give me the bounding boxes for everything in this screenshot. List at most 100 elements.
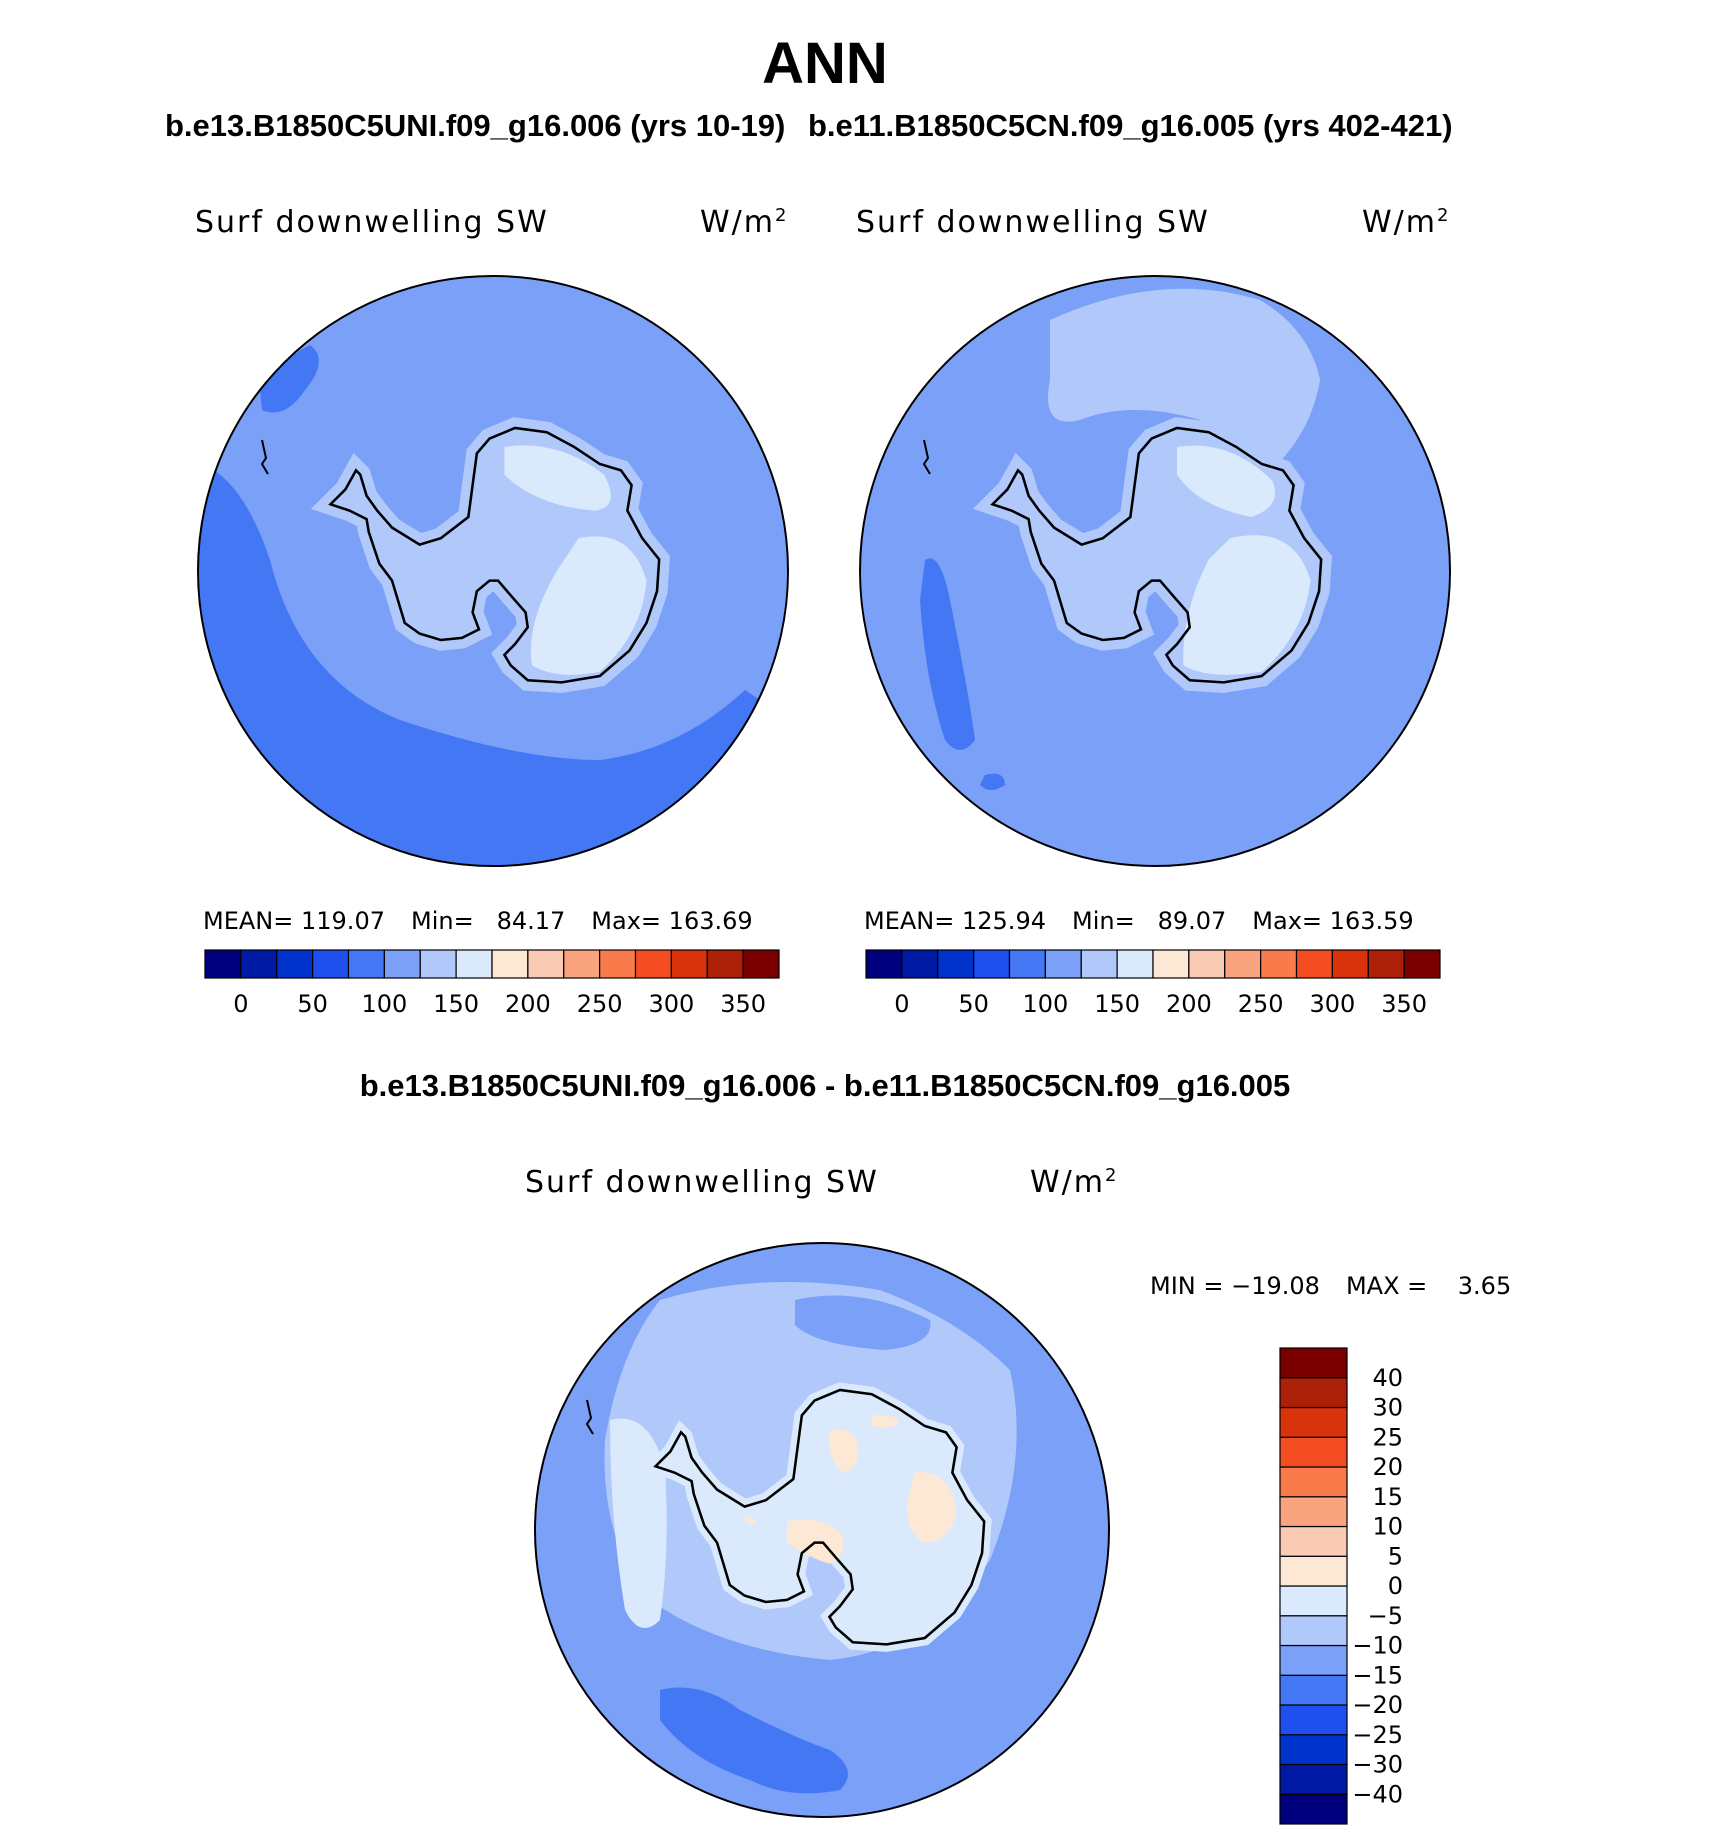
colorbar-left-swatch <box>383 949 421 979</box>
colorbar-diff-tick-label: −10 <box>1352 1632 1403 1660</box>
map-right-field-125 <box>1048 288 1320 480</box>
colorbar-left-swatch <box>706 949 744 979</box>
colorbar-right-swatch <box>1044 949 1082 979</box>
colorbar-diff-tick-label: 20 <box>1372 1453 1403 1481</box>
colorbar-diff-swatch <box>1279 1466 1348 1498</box>
colorbar-right-swatch <box>1188 949 1226 979</box>
colorbar-diff-tick-label: 40 <box>1372 1364 1403 1392</box>
colorbar-diff-tick-label: −25 <box>1352 1721 1403 1749</box>
colorbar-left-tick-label: 100 <box>361 990 407 1018</box>
colorbar-diff-swatch <box>1279 1525 1348 1557</box>
panel-left-stats: MEAN= 119.07 Min= 84.17 Max= 163.69 <box>203 907 753 935</box>
panel-right-units-label: W/m2 <box>1362 205 1451 240</box>
colorbar-right-swatch <box>1367 949 1405 979</box>
panel-diff-stats: MIN = −19.08 MAX = 3.65 <box>1150 1272 1512 1300</box>
colorbar-diff-tick-label: −40 <box>1352 1780 1403 1808</box>
panel-diff-case-title: b.e13.B1850C5UNI.f09_g16.006 - b.e11.B18… <box>359 1068 1291 1103</box>
colorbar-right-swatch <box>973 949 1011 979</box>
map-diff-field-5 <box>744 1414 957 1564</box>
colorbar-right-swatch <box>1260 949 1298 979</box>
colorbar-left-swatch <box>491 949 529 979</box>
map-diff-field-m15 <box>660 1687 848 1794</box>
map-diff-field-m10-band <box>795 1295 1060 1462</box>
colorbar-diff-tick-label: 30 <box>1372 1394 1403 1422</box>
colorbar-right-tick-label: 100 <box>1022 990 1068 1018</box>
map-right-field-150 <box>1177 445 1311 675</box>
colorbar-right-swatch <box>865 949 903 979</box>
colorbar-left-swatch <box>240 949 278 979</box>
colorbar-right-swatch <box>1152 949 1190 979</box>
colorbar-right-swatch <box>1331 949 1369 979</box>
colorbar-left: 0 50 100 150 200 250 300 350 <box>204 949 780 1018</box>
colorbar-diff-swatch <box>1279 1436 1348 1468</box>
colorbar-right-tick-label: 150 <box>1094 990 1140 1018</box>
colorbar-left-tick-label: 250 <box>577 990 623 1018</box>
colorbar-diff-tick-label: −15 <box>1352 1661 1403 1689</box>
colorbar-left-tick-label: 50 <box>297 990 328 1018</box>
colorbar-left-tick-label: 0 <box>233 990 248 1018</box>
map-left-field-75b <box>260 345 319 413</box>
colorbar-right-swatch <box>1080 949 1118 979</box>
colorbar-left-swatch <box>670 949 708 979</box>
colorbar-diff-tick-label: 10 <box>1372 1513 1403 1541</box>
panel-diff-units-label: W/m2 <box>1030 1165 1119 1200</box>
colorbar-diff-tick-label: 0 <box>1388 1572 1403 1600</box>
panel-left-variable-label: Surf downwelling SW <box>195 205 549 240</box>
colorbar-right-swatch <box>1008 949 1046 979</box>
colorbar-diff-tick-label: 5 <box>1388 1542 1403 1570</box>
colorbar-diff-swatch <box>1279 1496 1348 1528</box>
colorbar-left-swatch <box>634 949 672 979</box>
colorbar-left-swatch <box>742 949 780 979</box>
colorbar-diff-swatch <box>1279 1734 1348 1766</box>
panel-left-units-label: W/m2 <box>700 205 789 240</box>
map-diff-boundary <box>534 1242 1110 1818</box>
map-left-field-75 <box>198 460 760 866</box>
colorbar-diff-tick-label: 15 <box>1372 1483 1403 1511</box>
colorbar-left-tick-label: 350 <box>720 990 766 1018</box>
colorbar-diff-swatch <box>1279 1704 1348 1736</box>
colorbar-diff-swatch <box>1279 1377 1348 1409</box>
colorbar-right: 0 50 100 150 200 250 300 350 <box>865 949 1441 1018</box>
colorbar-left-tick-label: 300 <box>648 990 694 1018</box>
colorbar-right-tick-label: 350 <box>1381 990 1427 1018</box>
map-right-field-75 <box>920 558 1005 790</box>
colorbar-diff-swatch <box>1279 1793 1348 1825</box>
colorbar-diff-swatch <box>1279 1555 1348 1587</box>
colorbar-right-tick-label: 0 <box>894 990 909 1018</box>
colorbar-left-swatch <box>599 949 637 979</box>
colorbar-left-swatch <box>419 949 457 979</box>
panel-left-case-title: b.e13.B1850C5UNI.f09_g16.006 (yrs 10-19) <box>165 108 786 143</box>
colorbar-left-swatch <box>276 949 314 979</box>
colorbar-left-tick-label: 200 <box>505 990 551 1018</box>
colorbar-right-swatch <box>1403 949 1441 979</box>
map-right-model <box>860 276 1450 866</box>
colorbar-right-tick-label: 300 <box>1309 990 1355 1018</box>
colorbar-diff-tick-label: −20 <box>1352 1691 1403 1719</box>
colorbar-right-swatch <box>1295 949 1333 979</box>
colorbar-diff-swatch <box>1279 1406 1348 1438</box>
colorbar-diff-swatch <box>1279 1585 1348 1617</box>
map-diff <box>535 1243 1109 1817</box>
colorbar-diff-swatch <box>1279 1674 1348 1706</box>
colorbar-left-swatch <box>455 949 493 979</box>
colorbar-diff-swatch <box>1279 1347 1348 1379</box>
colorbar-right-swatch <box>937 949 975 979</box>
colorbar-diff-swatch <box>1279 1615 1348 1647</box>
panel-diff-variable-label: Surf downwelling SW <box>525 1165 879 1200</box>
colorbar-left-swatch <box>527 949 565 979</box>
colorbar-diff-tick-label: −30 <box>1352 1751 1403 1779</box>
map-left-boundary <box>197 275 789 867</box>
panel-right-case-title: b.e11.B1850C5CN.f09_g16.005 (yrs 402-421… <box>808 108 1453 143</box>
colorbar-diff-swatch <box>1279 1763 1348 1795</box>
colorbar-left-swatch <box>347 949 385 979</box>
map-right-boundary <box>859 275 1451 867</box>
colorbar-left-swatch <box>204 949 242 979</box>
colorbar-right-swatch <box>1116 949 1154 979</box>
figure-title: ANN <box>762 31 888 96</box>
colorbar-diff-swatch <box>1279 1644 1348 1676</box>
colorbar-left-swatch <box>563 949 601 979</box>
map-left-model <box>198 276 788 866</box>
colorbar-right-tick-label: 200 <box>1166 990 1212 1018</box>
colorbar-right-swatch <box>901 949 939 979</box>
